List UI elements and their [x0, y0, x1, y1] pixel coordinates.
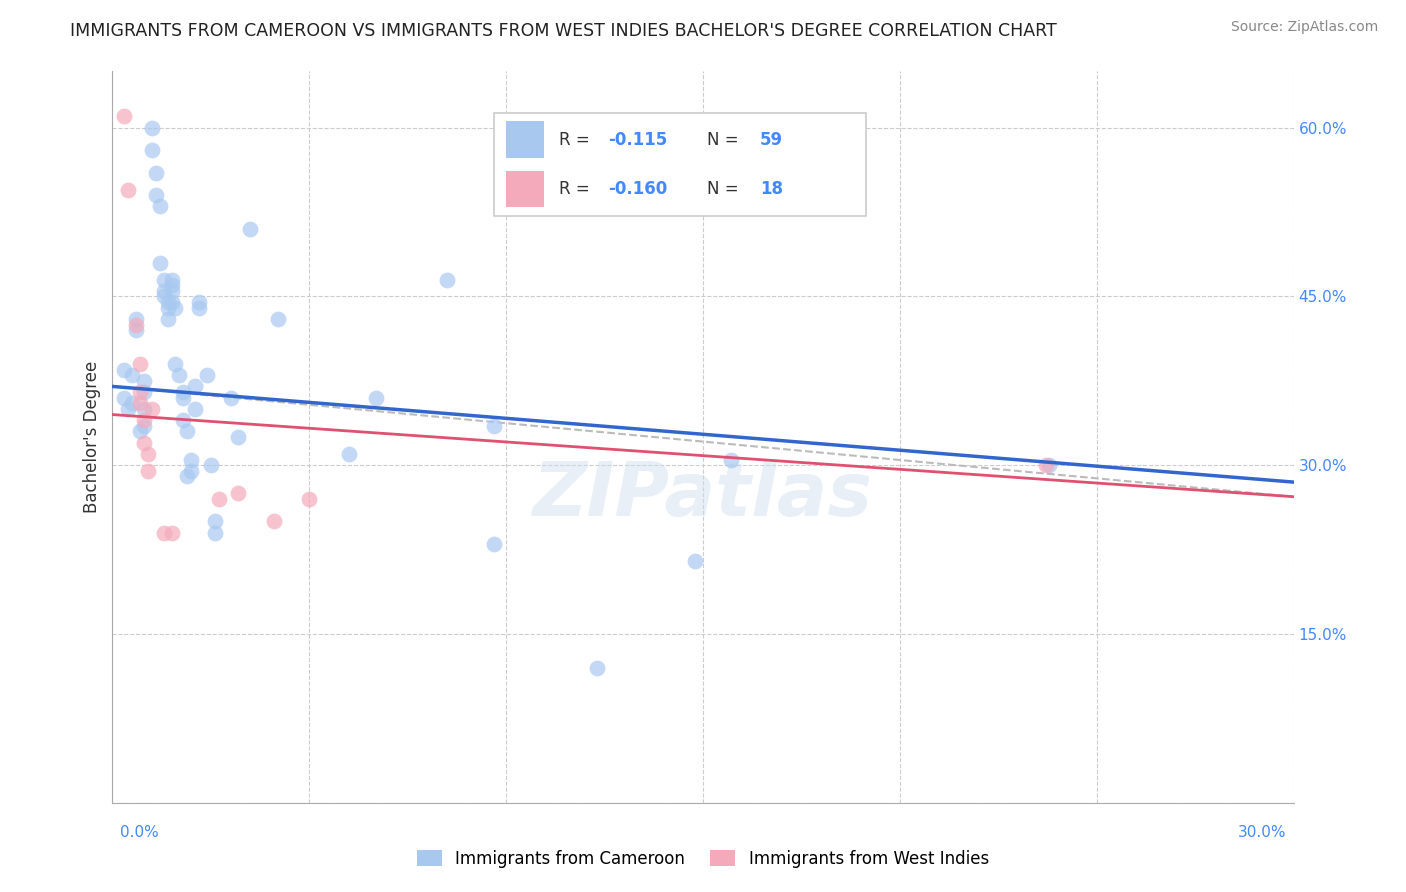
Point	[188, 295, 211, 310]
Point	[160, 525, 183, 540]
Point	[263, 515, 285, 529]
Point	[117, 182, 139, 196]
Point	[720, 452, 742, 467]
Point	[112, 109, 135, 123]
Bar	[506, 170, 544, 207]
Point	[169, 368, 191, 383]
Point	[366, 391, 388, 405]
Point	[195, 368, 218, 383]
Point	[184, 401, 207, 416]
Point	[141, 143, 163, 157]
Y-axis label: Bachelor's Degree: Bachelor's Degree	[83, 361, 101, 513]
Point	[125, 318, 148, 332]
Point	[200, 458, 222, 473]
Point	[180, 464, 202, 478]
Point	[228, 486, 250, 500]
Point	[129, 396, 152, 410]
Point	[267, 312, 290, 326]
Point	[184, 379, 207, 393]
Point	[149, 199, 172, 213]
Point	[129, 357, 152, 371]
Text: Source: ZipAtlas.com: Source: ZipAtlas.com	[1230, 20, 1378, 34]
Point	[145, 188, 167, 202]
Point	[156, 301, 179, 315]
Point	[132, 435, 155, 450]
Point	[112, 362, 135, 376]
Point	[1035, 458, 1057, 473]
Point	[204, 525, 226, 540]
Bar	[506, 121, 544, 158]
Point	[585, 661, 607, 675]
Point	[132, 413, 155, 427]
Point	[132, 385, 155, 400]
Point	[117, 401, 139, 416]
Point	[132, 401, 155, 416]
Point	[172, 385, 194, 400]
Point	[1038, 458, 1060, 473]
Point	[208, 491, 231, 506]
Text: N =: N =	[707, 130, 744, 148]
Point	[219, 391, 242, 405]
Point	[152, 525, 174, 540]
Point	[152, 272, 174, 286]
Point	[188, 301, 211, 315]
Point	[228, 430, 250, 444]
Point	[160, 295, 183, 310]
Point	[121, 396, 143, 410]
Point	[436, 272, 458, 286]
Text: 0.0%: 0.0%	[120, 825, 159, 839]
Point	[239, 222, 262, 236]
Point	[152, 289, 174, 303]
Text: -0.160: -0.160	[609, 180, 668, 198]
Text: IMMIGRANTS FROM CAMEROON VS IMMIGRANTS FROM WEST INDIES BACHELOR'S DEGREE CORREL: IMMIGRANTS FROM CAMEROON VS IMMIGRANTS F…	[70, 22, 1057, 40]
Text: 59: 59	[759, 130, 783, 148]
Point	[165, 357, 187, 371]
Point	[160, 278, 183, 293]
Point	[149, 255, 172, 269]
Point	[484, 537, 506, 551]
Point	[176, 469, 198, 483]
Point	[172, 391, 194, 405]
FancyBboxPatch shape	[495, 112, 866, 216]
Point	[165, 301, 187, 315]
Point	[125, 312, 148, 326]
Text: ZIPatlas: ZIPatlas	[533, 459, 873, 533]
Point	[484, 418, 506, 433]
Point	[160, 272, 183, 286]
Text: 18: 18	[759, 180, 783, 198]
Text: -0.115: -0.115	[609, 130, 668, 148]
Point	[136, 447, 159, 461]
Point	[172, 413, 194, 427]
Point	[141, 401, 163, 416]
Point	[112, 391, 135, 405]
Point	[204, 515, 226, 529]
Text: 30.0%: 30.0%	[1239, 825, 1286, 839]
Point	[129, 425, 152, 439]
Point	[156, 295, 179, 310]
Point	[121, 368, 143, 383]
Point	[156, 312, 179, 326]
Point	[180, 452, 202, 467]
Point	[160, 284, 183, 298]
Point	[298, 491, 321, 506]
Legend: Immigrants from Cameroon, Immigrants from West Indies: Immigrants from Cameroon, Immigrants fro…	[411, 844, 995, 875]
Text: R =: R =	[558, 130, 595, 148]
Point	[176, 425, 198, 439]
Text: N =: N =	[707, 180, 744, 198]
Point	[141, 120, 163, 135]
Point	[683, 554, 706, 568]
Point	[132, 374, 155, 388]
Point	[129, 385, 152, 400]
Point	[136, 464, 159, 478]
Point	[132, 418, 155, 433]
Point	[145, 166, 167, 180]
Point	[125, 323, 148, 337]
Text: R =: R =	[558, 180, 595, 198]
Point	[337, 447, 360, 461]
Point	[152, 284, 174, 298]
